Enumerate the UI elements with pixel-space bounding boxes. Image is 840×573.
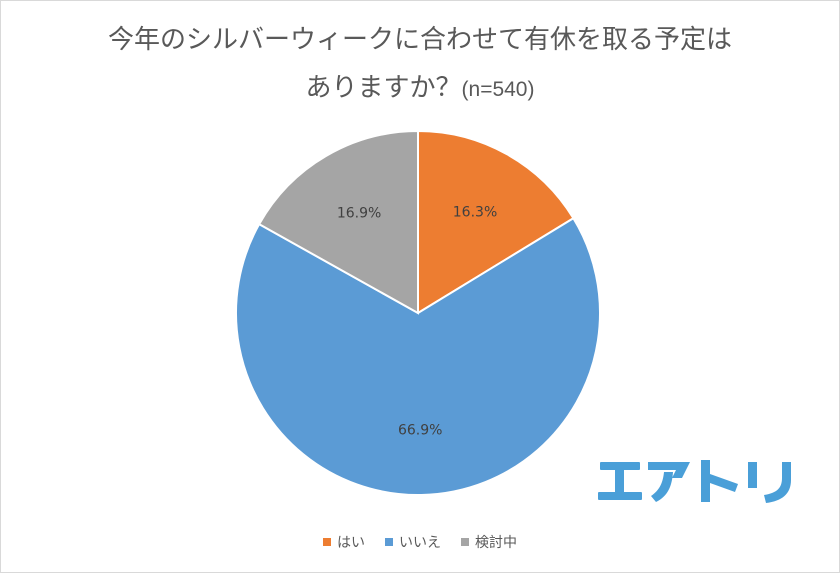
- airtrip-logo: [598, 460, 791, 503]
- pie-slice-no: [235, 216, 601, 496]
- legend-swatch-yes: [323, 538, 331, 546]
- legend-item-considering: 検討中: [461, 532, 517, 552]
- pie-slices: [235, 129, 601, 496]
- sample-size-note: (n=540): [461, 78, 535, 101]
- chart-title: 今年のシルバーウィークに合わせて有休を取る予定は ありますか？(n=540): [0, 16, 840, 114]
- legend-label-no: いいえ: [399, 535, 441, 551]
- data-label-yes: 16.3%: [453, 204, 497, 220]
- chart-title-line-1: 今年のシルバーウィークに合わせて有休を取る予定は: [107, 25, 732, 55]
- legend-swatch-no: [385, 538, 393, 546]
- chart-title-question: ありますか？: [305, 73, 462, 103]
- data-label-considering: 16.9%: [337, 206, 381, 222]
- legend-item-yes: はい: [323, 532, 365, 552]
- chart-legend: はい いいえ 検討中: [0, 532, 840, 552]
- data-label-no: 66.9%: [398, 422, 442, 438]
- legend-label-considering: 検討中: [475, 535, 517, 551]
- legend-label-yes: はい: [337, 535, 365, 551]
- pie-slice-yes: [417, 129, 575, 315]
- pie-data-labels: 16.3% 66.9% 16.9%: [337, 204, 497, 438]
- pie-slice-considering: [257, 129, 419, 315]
- logo-glyphs-icon: [598, 460, 791, 503]
- legend-item-no: いいえ: [385, 532, 441, 552]
- chart-title-line-2: ありますか？(n=540): [0, 64, 840, 114]
- legend-swatch-considering: [461, 538, 469, 546]
